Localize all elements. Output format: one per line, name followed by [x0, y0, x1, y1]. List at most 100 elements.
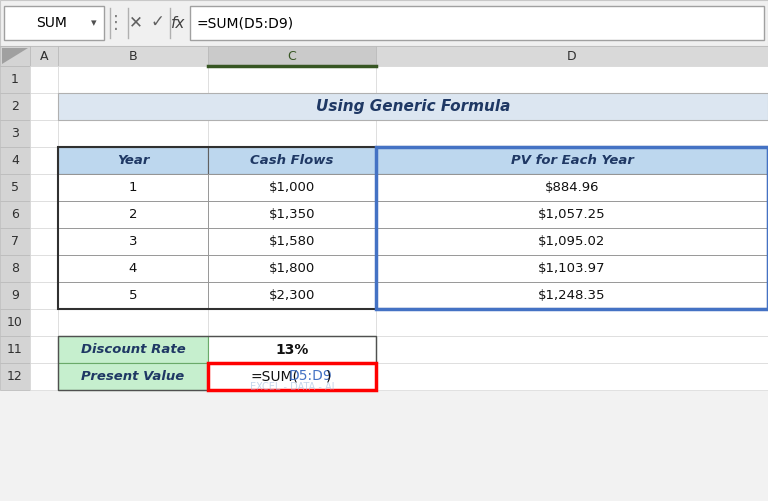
Bar [30, 201, 58, 228]
Bar [208, 363, 376, 390]
Bar [190, 6, 764, 40]
Text: A: A [40, 50, 48, 63]
Text: 6: 6 [11, 208, 19, 221]
Text: ⋮: ⋮ [107, 14, 125, 32]
Bar [0, 66, 30, 93]
Bar [4, 6, 104, 40]
Text: 13%: 13% [275, 343, 309, 357]
Bar [208, 363, 376, 390]
Text: $1,057.25: $1,057.25 [538, 208, 606, 221]
Bar [376, 282, 768, 309]
Bar [208, 228, 376, 255]
Text: Year: Year [117, 154, 149, 167]
Bar [376, 147, 768, 174]
Bar [0, 174, 30, 201]
Bar [208, 46, 376, 66]
Bar [0, 147, 30, 174]
Bar [208, 147, 376, 174]
Bar [30, 255, 58, 282]
Text: Present Value: Present Value [81, 370, 184, 383]
Bar [208, 93, 376, 120]
Text: 2: 2 [129, 208, 137, 221]
Text: $1,800: $1,800 [269, 262, 315, 275]
Text: Discount Rate: Discount Rate [81, 343, 185, 356]
Bar [0, 0, 768, 46]
Text: =SUM(: =SUM( [250, 370, 299, 383]
Bar [208, 363, 376, 390]
Bar [58, 255, 208, 282]
Bar [208, 228, 376, 255]
Bar [0, 336, 30, 363]
Text: 12: 12 [7, 370, 23, 383]
Bar [58, 174, 208, 201]
Bar [58, 282, 208, 309]
Bar [376, 120, 768, 147]
Bar [30, 363, 58, 390]
Bar [376, 147, 768, 174]
Bar [58, 147, 208, 174]
Bar [58, 46, 208, 66]
Bar [208, 174, 376, 201]
Text: D: D [568, 50, 577, 63]
Bar [30, 66, 58, 93]
Text: 5: 5 [129, 289, 137, 302]
Bar [58, 336, 208, 363]
Text: 4: 4 [11, 154, 19, 167]
Bar [376, 46, 768, 66]
Bar [30, 309, 58, 336]
Bar [208, 282, 376, 309]
Bar [208, 255, 376, 282]
Text: 1: 1 [129, 181, 137, 194]
Bar [208, 201, 376, 228]
Bar [58, 201, 208, 228]
Bar [376, 255, 768, 282]
Bar [376, 174, 768, 201]
Text: 3: 3 [11, 127, 19, 140]
Bar [0, 46, 30, 66]
Text: $1,248.35: $1,248.35 [538, 289, 606, 302]
Bar [58, 93, 208, 120]
Text: C: C [288, 50, 296, 63]
Text: EXCEL - DATA - AI: EXCEL - DATA - AI [250, 381, 334, 391]
Bar [376, 93, 768, 120]
Text: =SUM(D5:D9): =SUM(D5:D9) [197, 16, 294, 30]
Bar [0, 228, 30, 255]
Bar [58, 201, 208, 228]
Text: 7: 7 [11, 235, 19, 248]
Bar [58, 228, 208, 255]
Text: $2,300: $2,300 [269, 289, 315, 302]
Bar [58, 147, 208, 174]
Bar [208, 336, 376, 363]
Bar [58, 66, 208, 93]
Bar [30, 174, 58, 201]
Text: B: B [129, 50, 137, 63]
Bar [58, 93, 768, 120]
Bar [0, 201, 30, 228]
Bar [0, 282, 30, 309]
Bar [208, 174, 376, 201]
Bar [376, 147, 768, 309]
Text: 8: 8 [11, 262, 19, 275]
Bar [30, 120, 58, 147]
Text: SUM: SUM [37, 16, 68, 30]
Text: $1,095.02: $1,095.02 [538, 235, 606, 248]
Text: $884.96: $884.96 [545, 181, 599, 194]
Bar [208, 120, 376, 147]
Text: fx: fx [170, 16, 185, 31]
Bar [58, 363, 208, 390]
Bar [376, 228, 768, 255]
Bar [58, 228, 208, 255]
Bar [376, 336, 768, 363]
Text: $1,580: $1,580 [269, 235, 315, 248]
Bar [58, 336, 208, 363]
Bar [208, 255, 376, 282]
Text: D5:D9: D5:D9 [288, 370, 332, 383]
Bar [376, 174, 768, 201]
Text: $1,350: $1,350 [269, 208, 315, 221]
Bar [58, 309, 208, 336]
Bar [58, 336, 376, 390]
Bar [30, 46, 58, 66]
Bar [208, 282, 376, 309]
Bar [208, 336, 376, 363]
Text: Using Generic Formula: Using Generic Formula [316, 99, 510, 114]
